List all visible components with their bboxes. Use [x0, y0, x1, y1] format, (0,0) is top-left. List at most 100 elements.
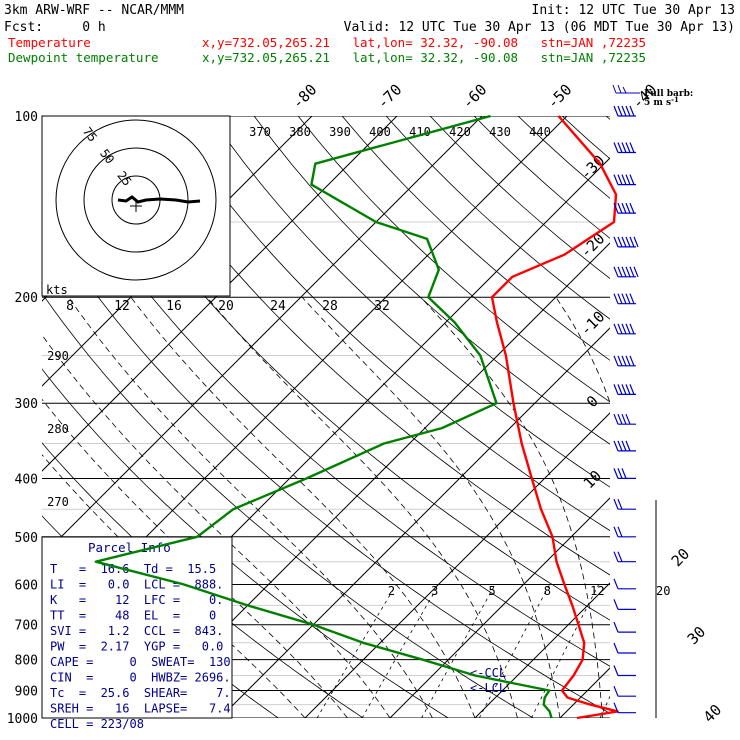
theta-label: 430 — [489, 125, 511, 139]
legend-temperature-label: Temperature — [8, 35, 91, 50]
hodograph-ring-label: 25 — [114, 169, 134, 189]
pressure-label: 1000 — [7, 712, 38, 727]
wind-barb — [613, 685, 636, 697]
valid-time: Valid: 12 UTC Tue 30 Apr 13 (06 MDT Tue … — [344, 20, 735, 35]
svg-text:5 m s-1: 5 m s-1 — [644, 95, 679, 108]
pressure-label: 600 — [15, 578, 38, 593]
mixing-ratio-line — [421, 584, 496, 718]
wind-barb — [613, 323, 636, 335]
hodograph-speed-label: 20 — [218, 299, 234, 314]
pressure-label: 100 — [15, 110, 38, 125]
theta-label: 420 — [449, 125, 471, 139]
theta-label: 270 — [47, 495, 69, 509]
pressure-label: 700 — [15, 619, 38, 634]
pressure-axis: 100 200 300 400 500 600 700 800 900 1000 — [7, 110, 38, 727]
hodograph-speed-label: 32 — [374, 299, 390, 314]
hodograph-ring — [83, 147, 189, 253]
wind-barb — [613, 174, 636, 186]
theta-label: 280 — [47, 422, 69, 436]
forecast-hour: Fcst: 0 h — [4, 20, 106, 35]
isotherm — [389, 497, 610, 718]
parcel-title: Parcel Info — [88, 540, 171, 555]
parcel-row: LI = 0.0 LCL = 888. — [50, 578, 223, 592]
dewpoint-profile — [94, 114, 553, 719]
wind-barbs — [613, 105, 657, 718]
moist-adiabat — [420, 296, 603, 718]
parcel-row: TT = 48 EL = 0 — [50, 609, 216, 623]
mixing-ratio-label: 20 — [656, 584, 670, 598]
theta-label: 440 — [529, 125, 551, 139]
parcel-row: CAPE = 0 SWEAT= 130 — [50, 655, 231, 669]
isotherm — [134, 242, 610, 718]
moist-adiabat — [68, 296, 433, 718]
wind-barb — [613, 105, 636, 117]
dry-adiabat — [253, 116, 610, 445]
parcel-info-box: Parcel Info T = 16.6 Td = 15.5 LI = 0.0 LC… — [41, 536, 233, 731]
mixing-ratio-line — [478, 584, 551, 718]
theta-label: 290 — [47, 349, 69, 363]
barb-legend-line2: 5 m s — [644, 98, 671, 108]
parcel-box-frame — [41, 536, 233, 719]
wind-barb — [613, 440, 636, 452]
isotherm — [42, 116, 398, 472]
dry-adiabat — [42, 130, 610, 667]
wind-barb — [613, 468, 636, 479]
profile-layer — [94, 114, 619, 720]
hodograph-speed-label: 24 — [270, 299, 286, 314]
parcel-row: Tc = 25.6 SHEAR= 7. — [50, 686, 231, 700]
parcel-row: T = 16.6 Td = 15.5 — [50, 562, 216, 576]
moist-adiabat — [206, 296, 518, 718]
hodograph-speed-label: 16 — [166, 299, 182, 314]
barb-legend-line1: Full barb: — [644, 89, 693, 99]
wind-barb — [613, 621, 636, 633]
hodograph-speed-label: 28 — [322, 299, 338, 314]
wind-barb — [613, 384, 636, 395]
theta-label: 370 — [249, 125, 271, 139]
dry-adiabat — [77, 116, 610, 621]
wind-barb — [613, 142, 636, 154]
pressure-label: 500 — [15, 531, 38, 546]
theta-label: 380 — [289, 125, 311, 139]
moist-adiabat — [42, 334, 391, 718]
dry-adiabat — [209, 116, 610, 488]
parcel-row: SVI = 1.2 CCL = 843. — [50, 624, 223, 638]
wind-barb — [613, 665, 636, 677]
parcel-row: CIN = 0 HWBZ= 2696. — [50, 671, 231, 685]
pressure-label: 400 — [15, 472, 38, 487]
wind-barb — [613, 202, 636, 214]
dry-adiabat — [165, 116, 610, 532]
temperature-profile — [490, 115, 619, 720]
dry-adiabat — [42, 213, 610, 714]
barb-legend-icon — [612, 84, 640, 94]
hodograph-ring — [55, 119, 217, 281]
hodograph-units: kts — [46, 283, 68, 297]
isotherm — [42, 116, 483, 557]
legend-dewpoint-label: Dewpoint temperature — [8, 50, 159, 65]
wind-barb — [613, 578, 636, 590]
wind-barb — [613, 293, 636, 305]
wind-barb — [613, 236, 639, 248]
wind-barb — [613, 702, 636, 714]
wind-barb — [613, 266, 639, 278]
hodograph-trace — [117, 195, 201, 204]
pressure-label: 800 — [15, 654, 38, 669]
dry-adiabat — [297, 116, 610, 403]
parcel-row: K = 12 LFC = 0. — [50, 593, 223, 607]
parcel-row: CELL = 223/08 — [50, 717, 144, 731]
dry-adiabat — [341, 116, 610, 361]
wind-barb — [613, 355, 636, 367]
barb-legend: Full barb: 5 m s-1 — [612, 84, 693, 108]
mixing-ratio-label: 12 — [590, 584, 604, 598]
isotherm — [219, 327, 610, 718]
dry-adiabat — [121, 116, 610, 576]
lcl-marker: <-LCL — [470, 681, 506, 695]
barb-legend-sup: -1 — [671, 95, 679, 104]
legend-temperature-info: x,y=732.05,265.21 lat,lon= 32.32, -90.08… — [202, 35, 646, 50]
hodograph-speed-label: 8 — [66, 299, 74, 314]
mixing-ratio-label: 3 — [431, 584, 438, 598]
pressure-label: 300 — [15, 397, 38, 412]
pressure-label: 900 — [15, 685, 38, 700]
wind-barb — [613, 413, 636, 425]
